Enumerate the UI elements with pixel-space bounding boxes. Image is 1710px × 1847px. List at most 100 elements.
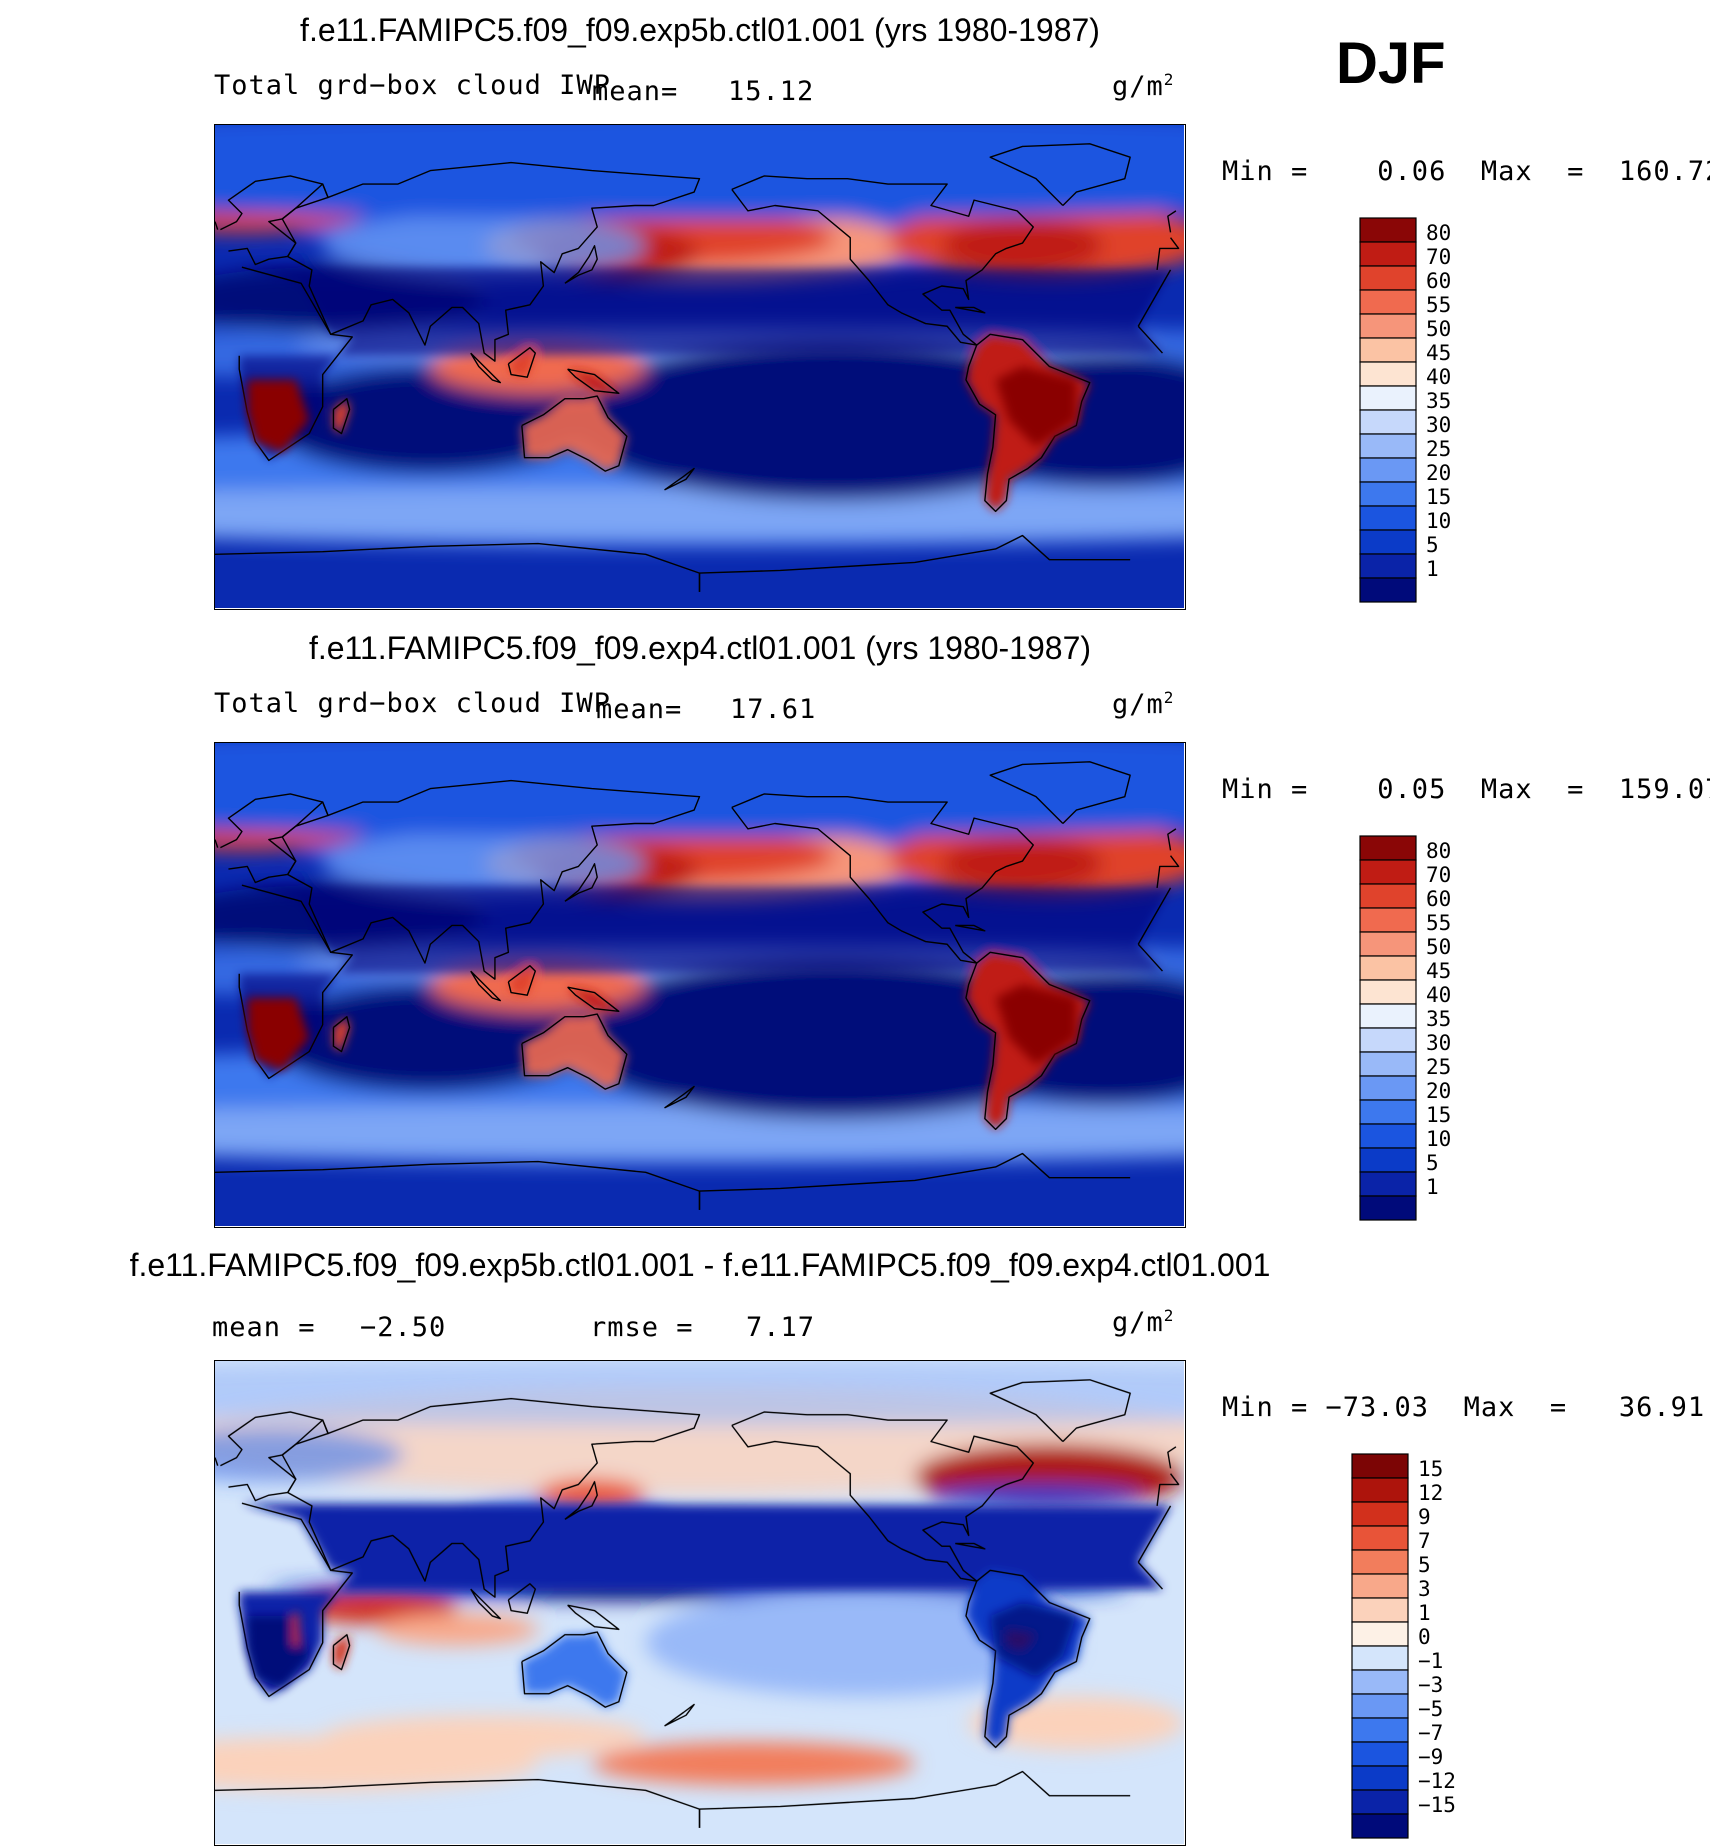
- colorbar-tick-label: 40: [1426, 365, 1451, 389]
- field-contour: [247, 379, 310, 453]
- coastline-antarctica: [215, 1778, 701, 1828]
- colorbar-tick-label: 35: [1426, 1007, 1451, 1031]
- field-contour: [215, 487, 1184, 541]
- panel-3-units: g/m2: [1112, 1306, 1175, 1338]
- colorbar-box: [1359, 883, 1417, 909]
- colorbar-box: [1359, 931, 1417, 957]
- colorbar-box: [1351, 1549, 1409, 1575]
- field-contour: [995, 366, 1077, 447]
- colorbar-tick-label: 1: [1426, 557, 1439, 581]
- coastline-africa: [1137, 269, 1172, 327]
- coastline-australia: [521, 1631, 628, 1708]
- colorbar-tick-label: 50: [1426, 317, 1451, 341]
- field-contour: [508, 965, 536, 996]
- field-contour: [928, 1484, 1144, 1506]
- coastline-antarctica: [215, 1160, 701, 1210]
- panel-3-mean-value: −2.50: [360, 1312, 447, 1343]
- colorbar-tick-label: 45: [1426, 959, 1451, 983]
- colorbar-box: [1351, 1525, 1409, 1551]
- coastline-asia: [281, 779, 701, 980]
- colorbar-box: [1359, 553, 1417, 579]
- colorbar-box: [1359, 1123, 1417, 1149]
- coastline-africa: [1137, 1505, 1172, 1563]
- panel-1-mean-label: mean=: [592, 76, 679, 107]
- field-contour: [215, 1736, 538, 1791]
- colorbar-tick-label: −3: [1418, 1673, 1443, 1697]
- coastline-sumatra: [470, 352, 502, 384]
- panel-1-title: f.e11.FAMIPC5.f09_f09.exp5b.ctl01.001 (y…: [300, 12, 1100, 48]
- coastline-europe: [1156, 237, 1180, 270]
- coastline-uk: [215, 1457, 219, 1466]
- field-contour: [990, 1602, 1077, 1678]
- coastline-nz: [664, 1703, 695, 1727]
- colorbar-tick-label: 20: [1426, 1079, 1451, 1103]
- field-contour: [239, 885, 1171, 1079]
- coastline-cuba: [955, 1542, 986, 1550]
- colorbar-box: [1351, 1717, 1409, 1743]
- panel-2-mean-label: mean=: [596, 694, 683, 725]
- coastline-borneo: [507, 347, 537, 378]
- colorbar-tick-label: 10: [1426, 509, 1451, 533]
- coastline-borneo: [507, 1583, 537, 1614]
- coastline-nz: [664, 467, 695, 491]
- coastline-europe: [1156, 855, 1180, 888]
- field-contour: [215, 125, 1184, 219]
- panel-2-units: g/m2: [1112, 688, 1175, 720]
- field-contour: [333, 398, 350, 434]
- panel-2-minmax: Min = 0.05 Max = 159.07: [1222, 774, 1710, 805]
- colorbar-tick-label: 25: [1426, 437, 1451, 461]
- coastline-sumatra: [470, 1588, 502, 1620]
- coastline-samerica: [965, 951, 1091, 1131]
- field-contour: [567, 987, 619, 1012]
- coastline-japan: [564, 1481, 598, 1520]
- panel-2-colorbar: 1 5 10 15 20 25 30 35 40 45 50 55 60 70 80: [1359, 835, 1480, 1221]
- coastline-africa: [1137, 1561, 1163, 1590]
- coastline-africa: [238, 266, 353, 462]
- colorbar-tick-label: 9: [1418, 1505, 1431, 1529]
- field-contour: [521, 1632, 627, 1708]
- panel-3-colorbar: −15 −12 −9 −7 −5 −3 −1 0 1 3 5 7 9 12 15: [1351, 1453, 1480, 1839]
- colorbar-box: [1359, 265, 1417, 291]
- colorbar-box: [1351, 1597, 1409, 1623]
- panel-3-title: f.e11.FAMIPC5.f09_f09.exp5b.ctl01.001 - …: [129, 1247, 1271, 1283]
- colorbar-tick-label: −9: [1418, 1745, 1443, 1769]
- panel-2-field-label: Total grd−box cloud IWP: [214, 688, 611, 719]
- season-label: DJF: [1336, 31, 1446, 96]
- panel-3-map: [214, 1360, 1186, 1846]
- colorbar-box: [1359, 1051, 1417, 1077]
- colorbar-box: [1359, 457, 1417, 483]
- colorbar-box: [1351, 1573, 1409, 1599]
- coastline-madagascar: [332, 398, 351, 435]
- colorbar-box: [1351, 1765, 1409, 1791]
- colorbar-box: [1351, 1741, 1409, 1767]
- coastline-europe: [1156, 1473, 1180, 1506]
- field-contour: [333, 1634, 350, 1670]
- colorbar-tick-label: 50: [1426, 935, 1451, 959]
- panel-1-map: [214, 124, 1186, 610]
- colorbar-tick-label: 80: [1426, 221, 1451, 245]
- colorbar-tick-label: 80: [1426, 839, 1451, 863]
- field-contour: [941, 218, 1104, 273]
- panel-3-mean-label: mean =: [212, 1312, 316, 1343]
- coastline-africa: [1137, 325, 1163, 354]
- field-contour: [322, 213, 646, 278]
- colorbar-tick-label: 15: [1418, 1457, 1443, 1481]
- field-contour: [521, 1014, 627, 1090]
- panel-2-mean-value: 17.61: [730, 694, 817, 725]
- colorbar-box: [1351, 1789, 1409, 1815]
- coastline-africa: [1137, 887, 1172, 945]
- panel-1-mean-value: 15.12: [728, 76, 815, 107]
- colorbar-tick-label: 70: [1426, 245, 1451, 269]
- coastline-africa: [238, 884, 353, 1080]
- colorbar-box: [1351, 1693, 1409, 1719]
- coastline-asia: [281, 161, 701, 362]
- colorbar-tick-label: 60: [1426, 269, 1451, 293]
- field-contour: [521, 396, 627, 472]
- colorbar-box: [1359, 529, 1417, 555]
- colorbar-box: [1359, 289, 1417, 315]
- colorbar-tick-label: 7: [1418, 1529, 1431, 1553]
- coastline-uk: [1167, 1446, 1177, 1469]
- colorbar-box: [1359, 481, 1417, 507]
- coastline-antarctica: [698, 1152, 1131, 1210]
- colorbar-box: [1359, 979, 1417, 1005]
